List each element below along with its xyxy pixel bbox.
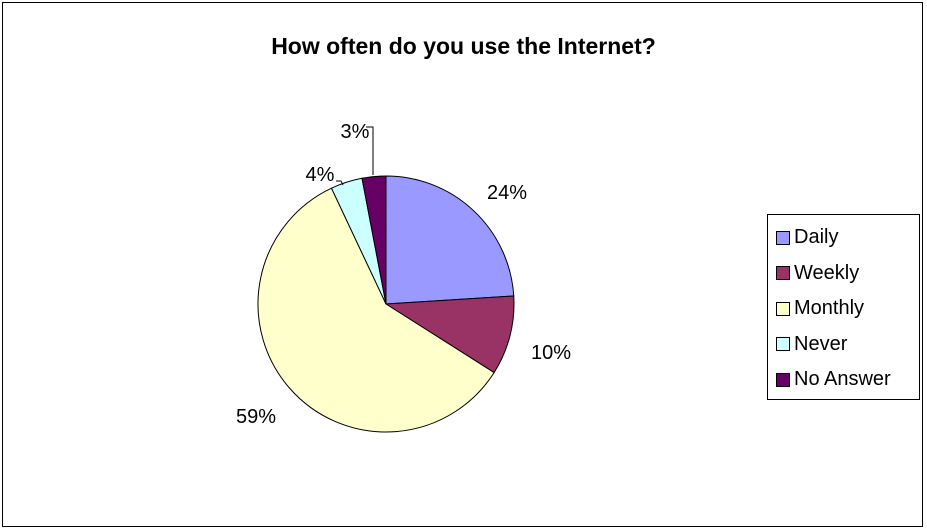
legend-label: No Answer [794,368,891,391]
legend-label: Weekly [794,261,860,284]
legend-label: Never [794,332,848,355]
pie-slice-weekly [384,295,515,374]
data-label-monthly: 59% [236,406,276,428]
data-label-never: 4% [306,164,335,186]
legend-swatch [776,230,790,245]
legend-swatch [776,337,790,352]
data-label-weekly: 10% [531,342,571,364]
legend-item-weekly: Weekly [768,256,919,292]
leader-line-no-answer [366,126,374,175]
legend-label: Daily [794,226,839,249]
chart-title: How often do you use the Internet? [271,33,656,59]
legend-swatch [776,266,790,281]
legend-swatch [776,301,790,316]
pie-chart: 24% 10% 59% 4% 3% [236,121,571,433]
data-label-daily: 24% [487,182,527,204]
legend: Daily Weekly Monthly Never No Answer [767,214,920,400]
leader-line-never [336,180,344,186]
pie-slice-no-answer [361,175,387,305]
legend-label: Monthly [794,297,865,320]
pie-slice-daily [385,175,515,305]
legend-item-never: Never [768,327,919,363]
legend-swatch [776,372,790,387]
legend-item-no-answer: No Answer [768,362,919,398]
legend-item-monthly: Monthly [768,291,919,327]
legend-item-daily: Daily [768,220,919,256]
pie-slice-monthly [257,187,495,433]
data-label-no-answer: 3% [341,121,370,143]
